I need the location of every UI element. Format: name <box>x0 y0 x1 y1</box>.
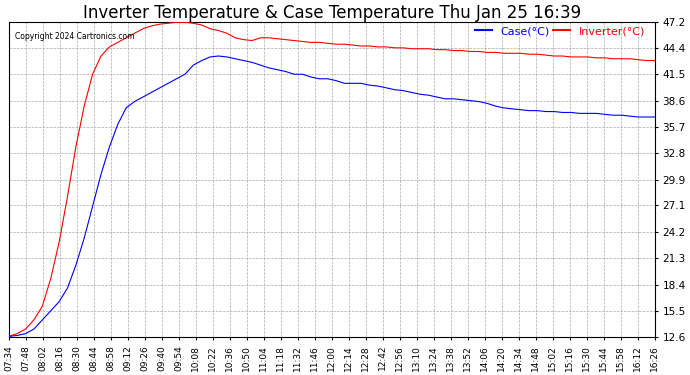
Legend: Case(°C), Inverter(°C): Case(°C), Inverter(°C) <box>471 22 649 40</box>
Title: Inverter Temperature & Case Temperature Thu Jan 25 16:39: Inverter Temperature & Case Temperature … <box>83 4 581 22</box>
Text: Copyright 2024 Cartronics.com: Copyright 2024 Cartronics.com <box>15 32 135 41</box>
